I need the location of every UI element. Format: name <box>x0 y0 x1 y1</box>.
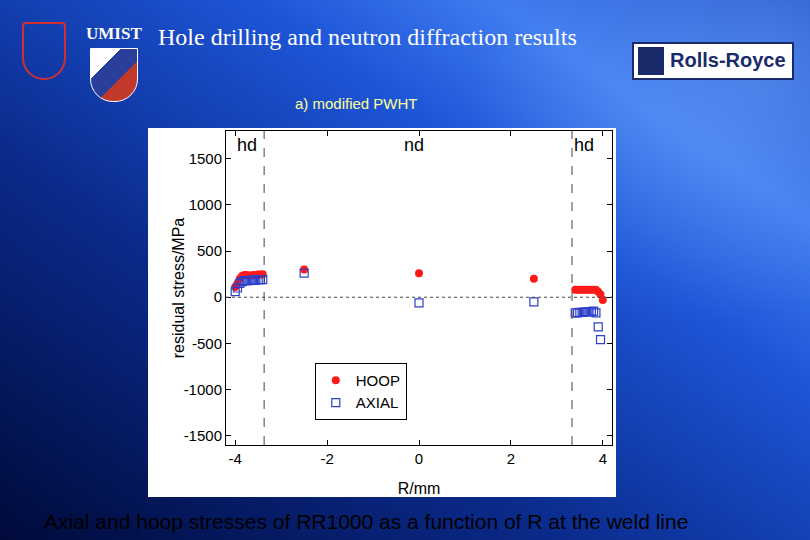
svg-text:-4: -4 <box>229 450 242 467</box>
svg-text:residual stress/MPa: residual stress/MPa <box>170 218 187 359</box>
svg-text:-1500: -1500 <box>184 427 222 444</box>
svg-text:R/mm: R/mm <box>398 480 441 497</box>
svg-text:500: 500 <box>197 242 222 259</box>
html-text:Axial and hoop stresses of RR1: Axial and hoop stresses of RR1000 as a f… <box>44 510 689 533</box>
svg-text:HOOP: HOOP <box>356 372 400 389</box>
html-text:Rolls-Royce: Rolls-Royce <box>670 49 786 71</box>
svg-text:nd: nd <box>404 135 424 155</box>
svg-text:0: 0 <box>415 450 423 467</box>
svg-text:hd: hd <box>237 135 257 155</box>
svg-text:-1000: -1000 <box>184 381 222 398</box>
svg-text:-500: -500 <box>192 335 222 352</box>
svg-text:-2: -2 <box>320 450 333 467</box>
svg-text:AXIAL: AXIAL <box>356 394 399 411</box>
html-text:a) modified PWHT: a) modified PWHT <box>295 95 418 112</box>
svg-text:1500: 1500 <box>189 150 222 167</box>
html-text:Hole drilling and neutron diff: Hole drilling and neutron diffraction re… <box>158 24 577 50</box>
svg-text:2: 2 <box>507 450 515 467</box>
html-text:UMIST: UMIST <box>86 24 142 43</box>
svg-text:0: 0 <box>214 288 222 305</box>
svg-text:1000: 1000 <box>189 196 222 213</box>
svg-text:4: 4 <box>599 450 607 467</box>
svg-text:hd: hd <box>574 135 594 155</box>
